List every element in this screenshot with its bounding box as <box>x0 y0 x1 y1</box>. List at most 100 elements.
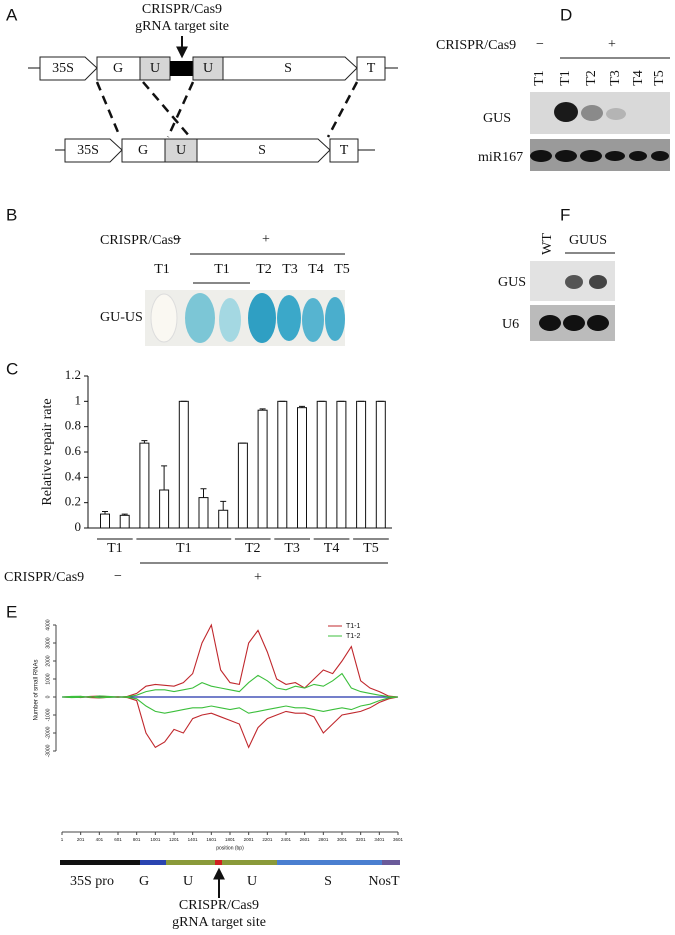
series-line <box>61 696 399 714</box>
group-label: T1 <box>176 541 192 556</box>
target-label: CRISPR/Cas9 <box>179 898 259 913</box>
region-bar <box>60 860 140 865</box>
region-bar <box>140 860 166 865</box>
terminator <box>356 56 386 81</box>
plus: + <box>254 570 262 585</box>
panel-a: A CRISPR/Cas9 gRNA target site 35S G U U… <box>6 2 398 163</box>
x-tick-label: 2401 <box>281 837 292 842</box>
bar <box>375 400 386 529</box>
x-tick-label: 3401 <box>374 837 385 842</box>
segment <box>222 56 358 81</box>
leaf <box>302 298 324 342</box>
y-tick-label: 0.4 <box>65 468 82 483</box>
x-tick-label: 1 <box>61 837 64 842</box>
x-tick-label: 801 <box>133 837 141 842</box>
region-label: U <box>247 874 257 889</box>
bar <box>119 514 130 529</box>
group-label: T3 <box>284 541 300 556</box>
region-bar <box>166 860 215 865</box>
x-tick-label: 401 <box>96 837 104 842</box>
series-line <box>61 695 399 749</box>
lane-label: T1 <box>154 262 170 277</box>
dash <box>95 81 122 138</box>
label: T <box>340 143 349 158</box>
error-bar <box>141 440 148 444</box>
lane-label: T2 <box>256 262 272 277</box>
leaf <box>325 297 345 341</box>
row-label: miR167 <box>478 150 523 165</box>
label: T <box>367 61 376 76</box>
y-tick-label: -2000 <box>45 726 51 739</box>
plot-frame <box>56 623 404 832</box>
region-bar <box>277 860 382 865</box>
panel-letter: D <box>560 5 572 24</box>
region-label: G <box>139 874 149 889</box>
region-bar <box>382 860 400 865</box>
group-label: T4 <box>324 541 340 556</box>
y-tick-label: 1.2 <box>65 367 81 382</box>
bar <box>277 400 288 529</box>
lane-label: T3 <box>282 262 298 277</box>
y-axis-label: Relative repair rate <box>40 398 55 505</box>
bands <box>530 150 669 162</box>
lane-label: T4 <box>631 70 646 86</box>
bar <box>316 400 327 529</box>
label: 35S <box>77 143 99 158</box>
y-tick-label: 0.2 <box>65 494 81 509</box>
bar <box>139 442 150 529</box>
region-bar <box>215 860 222 865</box>
lane-label: T1 <box>532 70 547 86</box>
y-tick-label: 0.6 <box>65 443 82 458</box>
target-label: gRNA target site <box>135 19 229 34</box>
label: S <box>258 143 266 158</box>
x-tick-label: 1001 <box>150 837 161 842</box>
band <box>565 275 583 289</box>
y-tick-label: 1000 <box>45 673 51 684</box>
row-label: GUS <box>498 275 526 290</box>
label: U <box>176 143 186 158</box>
group-label: T5 <box>363 541 379 556</box>
row-label: GUS <box>483 111 511 126</box>
legend-label: T1-2 <box>346 633 361 640</box>
band <box>606 108 626 120</box>
minus: − <box>174 232 182 247</box>
legend-label: T1-1 <box>346 623 361 630</box>
region-bar <box>222 860 277 865</box>
label: U <box>150 61 160 76</box>
error-bar <box>121 513 128 516</box>
y-tick-label: 0 <box>45 695 51 698</box>
x-tick-label: 3001 <box>337 837 348 842</box>
region-label: S <box>324 874 332 889</box>
lane-label: T2 <box>584 70 599 86</box>
region-label: NosT <box>368 874 400 889</box>
y-tick-label: 0.8 <box>65 418 81 433</box>
bar <box>356 400 367 529</box>
y-tick-label: 0 <box>75 519 82 534</box>
x-tick-label: 1401 <box>188 837 199 842</box>
lane-label: WT <box>540 233 555 255</box>
x-tick-label: 2601 <box>300 837 311 842</box>
error-bar <box>220 500 227 511</box>
bar <box>100 513 110 529</box>
panel-f: F WT GUUS GUS U6 <box>498 205 615 341</box>
region-label: U <box>183 874 193 889</box>
y-tick-label: -1000 <box>45 708 51 721</box>
error-bar <box>102 511 108 515</box>
x-tick-label: 3601 <box>393 837 404 842</box>
x-tick-label: 1801 <box>225 837 236 842</box>
y-tick-label: 2000 <box>45 655 51 666</box>
plus: + <box>608 37 616 52</box>
bar <box>159 489 170 529</box>
leaf <box>185 293 215 343</box>
panel-letter: C <box>6 359 18 378</box>
group-label: T1 <box>107 541 123 556</box>
label: G <box>138 143 148 158</box>
y-tick-label: 3000 <box>45 637 51 648</box>
error-bar <box>259 408 266 411</box>
leaf <box>277 295 301 341</box>
treatment-label: CRISPR/Cas9 <box>100 233 180 248</box>
lane-label: T4 <box>308 262 324 277</box>
band <box>554 102 578 122</box>
x-tick-label: 2201 <box>262 837 273 842</box>
panel-letter: F <box>560 205 570 224</box>
